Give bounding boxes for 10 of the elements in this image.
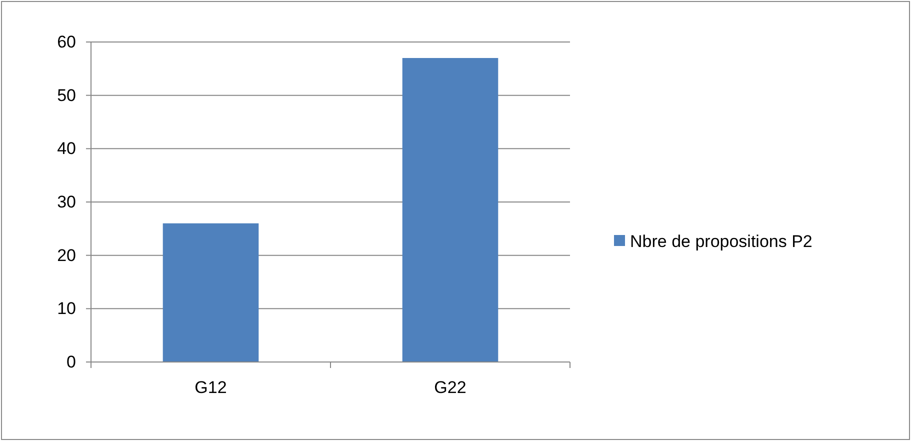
x-tick-label: G22 [434, 378, 466, 397]
y-tick-label: 0 [66, 352, 76, 372]
y-tick-label: 10 [57, 299, 76, 318]
x-tick-label: G12 [194, 378, 227, 397]
y-tick-label: 60 [57, 32, 76, 52]
y-tick-label: 20 [57, 246, 76, 265]
y-tick-label: 50 [57, 86, 76, 105]
y-tick-label: 30 [57, 192, 76, 212]
legend-label: Nbre de propositions P2 [630, 232, 812, 251]
y-tick-label: 40 [57, 139, 76, 158]
